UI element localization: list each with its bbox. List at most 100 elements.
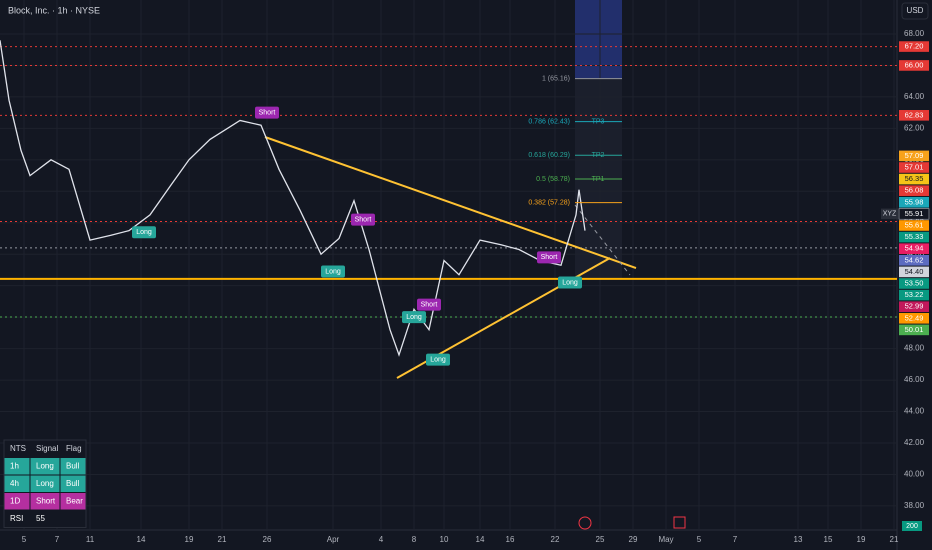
signal-tag [417, 298, 441, 311]
price-badge [899, 173, 929, 185]
projection-line [574, 204, 631, 276]
price-badge-text: 52.99 [905, 302, 924, 311]
x-tick-label: 5 [22, 535, 27, 544]
volume-badge [902, 521, 922, 531]
fib-label: 0.5 (58.78) [536, 176, 570, 183]
fib-label: 0.382 (57.28) [528, 199, 570, 206]
table-cell-text: Long [36, 479, 54, 488]
signal-text: Long [325, 268, 341, 275]
price-badge-text: 54.62 [905, 255, 924, 264]
price-badge-text: 52.49 [905, 313, 924, 322]
y-tick-label: 46.00 [904, 375, 925, 384]
signal-text: Short [541, 254, 558, 261]
x-tick-label: 11 [86, 535, 95, 544]
table-cell-text: Bull [66, 461, 80, 470]
event-icon[interactable] [673, 516, 686, 529]
x-tick-label: 29 [629, 535, 638, 544]
signal-text: Long [562, 279, 578, 286]
x-tick-label: 21 [890, 535, 899, 544]
x-tick-label: 14 [137, 535, 146, 544]
price-badge [898, 208, 930, 220]
table-cell-text: 1h [10, 461, 19, 470]
projection-zone [575, 0, 622, 78]
price-badge-text: 57.09 [905, 151, 924, 160]
x-tick-label: 26 [263, 535, 272, 544]
signal-tag [558, 276, 582, 289]
price-badge-text: 54.40 [905, 267, 924, 276]
x-tick-label: 21 [218, 535, 227, 544]
y-tick-label: 44.00 [904, 407, 925, 416]
table-cell [60, 493, 86, 510]
x-tick-label: 15 [824, 535, 833, 544]
price-badge [899, 196, 929, 208]
signal-tag [402, 311, 426, 324]
price-badge-text: 67.20 [905, 42, 924, 51]
price-line [0, 40, 586, 357]
signal-tag [537, 251, 561, 264]
table-cell [30, 493, 60, 510]
price-badge [899, 60, 929, 71]
y-tick-label: 48.00 [904, 344, 925, 353]
price-badge [899, 243, 929, 254]
table-cell [60, 475, 86, 492]
table-cell-text: Bear [66, 496, 83, 505]
x-tick-label: 14 [476, 535, 485, 544]
signal-text: Short [421, 301, 438, 308]
target-label: TP2 [592, 152, 605, 159]
table-cell [30, 458, 60, 475]
x-tick-label: 8 [412, 535, 417, 544]
x-tick-label: 16 [506, 535, 515, 544]
price-badge-text: 62.83 [905, 110, 924, 119]
table-cell-text: Short [36, 496, 56, 505]
price-badge [899, 266, 929, 278]
price-badge [899, 254, 929, 266]
price-badge-text: 56.08 [905, 186, 924, 195]
x-tick-label: 22 [551, 535, 560, 544]
y-tick-label: 62.00 [904, 123, 925, 132]
table-cell-text: 4h [10, 479, 19, 488]
symbol-badge [881, 208, 898, 220]
table-header: Flag [66, 444, 82, 453]
event-icon[interactable] [578, 516, 592, 530]
table-cell-text: 55 [36, 514, 45, 523]
trendline [264, 136, 637, 269]
projection-box [575, 78, 622, 278]
price-badge-text: 55.33 [905, 232, 924, 241]
price-badge-text: 53.22 [905, 290, 924, 299]
signal-text: Short [259, 109, 276, 116]
price-badge [899, 278, 929, 289]
price-badge-text: 57.01 [905, 162, 924, 171]
price-badge-text: 55.91 [905, 209, 924, 218]
x-tick-label: Apr [327, 535, 340, 544]
price-badge [899, 301, 929, 312]
fib-label: 0.786 (62.43) [528, 118, 570, 125]
y-tick-label: 42.00 [904, 438, 925, 447]
x-tick-label: 19 [857, 535, 866, 544]
price-badge [899, 185, 929, 196]
y-tick-label: 40.00 [904, 470, 925, 479]
price-badge-text: 55.61 [905, 220, 924, 229]
currency: USD [907, 6, 924, 15]
target-label: TP3 [592, 118, 605, 125]
price-badge [899, 324, 929, 336]
fib-label: 1 (65.16) [542, 76, 570, 83]
table-cell [30, 475, 60, 492]
volume-label: 200 [906, 523, 918, 530]
signal-tag [351, 213, 375, 226]
x-tick-label: 7 [55, 535, 60, 544]
signal-text: Short [355, 216, 372, 223]
price-badge-text: 54.94 [905, 244, 924, 253]
price-badge [899, 220, 929, 231]
y-tick-label: 64.00 [904, 92, 925, 101]
price-badge [899, 289, 929, 301]
table-cell-text: Long [36, 461, 54, 470]
target-label: TP1 [592, 176, 605, 183]
table-cell [4, 475, 30, 492]
table-cell-text: RSI [10, 514, 23, 523]
x-tick-label: 10 [440, 535, 449, 544]
signal-tag [132, 226, 156, 239]
x-tick-label: 25 [596, 535, 605, 544]
price-badge [899, 162, 929, 173]
